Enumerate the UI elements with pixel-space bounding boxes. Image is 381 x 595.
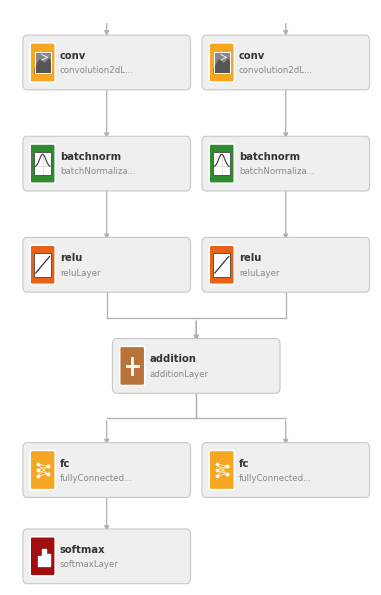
Text: reluLayer: reluLayer — [239, 268, 279, 278]
FancyBboxPatch shape — [34, 152, 51, 176]
FancyBboxPatch shape — [209, 43, 234, 82]
FancyBboxPatch shape — [30, 450, 55, 490]
Text: addition: addition — [149, 355, 196, 364]
Text: batchnorm: batchnorm — [239, 152, 300, 162]
FancyBboxPatch shape — [23, 136, 190, 191]
Text: conv: conv — [239, 51, 265, 61]
Bar — [34, 253, 51, 277]
Text: batchNormaliza...: batchNormaliza... — [60, 167, 135, 177]
Text: conv: conv — [60, 51, 86, 61]
FancyBboxPatch shape — [202, 237, 370, 292]
FancyBboxPatch shape — [30, 537, 55, 576]
Text: fc: fc — [239, 459, 249, 468]
FancyBboxPatch shape — [202, 136, 370, 191]
Text: reluLayer: reluLayer — [60, 268, 100, 278]
FancyBboxPatch shape — [23, 237, 190, 292]
FancyBboxPatch shape — [202, 35, 370, 90]
Text: batchNormaliza...: batchNormaliza... — [239, 167, 314, 177]
FancyBboxPatch shape — [209, 245, 234, 284]
Text: softmaxLayer: softmaxLayer — [60, 560, 119, 569]
FancyBboxPatch shape — [213, 152, 231, 176]
FancyBboxPatch shape — [214, 52, 230, 73]
Text: convolution2dL...: convolution2dL... — [239, 66, 313, 76]
Text: batchnorm: batchnorm — [60, 152, 121, 162]
Bar — [46, 553, 50, 566]
Bar — [42, 549, 46, 566]
FancyBboxPatch shape — [23, 35, 190, 90]
Bar — [213, 253, 231, 277]
FancyBboxPatch shape — [120, 346, 145, 386]
FancyBboxPatch shape — [202, 443, 370, 497]
Bar — [214, 52, 230, 73]
Text: fullyConnected...: fullyConnected... — [239, 474, 312, 483]
Text: convolution2dL...: convolution2dL... — [60, 66, 134, 76]
FancyBboxPatch shape — [30, 245, 55, 284]
FancyBboxPatch shape — [35, 52, 51, 73]
Text: relu: relu — [60, 253, 82, 263]
Text: fullyConnected...: fullyConnected... — [60, 474, 133, 483]
FancyBboxPatch shape — [30, 144, 55, 183]
FancyBboxPatch shape — [209, 144, 234, 183]
FancyBboxPatch shape — [30, 43, 55, 82]
Bar — [213, 152, 231, 176]
Text: softmax: softmax — [60, 545, 106, 555]
Text: relu: relu — [239, 253, 261, 263]
Text: additionLayer: additionLayer — [149, 369, 208, 379]
Text: fc: fc — [60, 459, 70, 468]
FancyBboxPatch shape — [112, 339, 280, 393]
Bar — [35, 52, 51, 73]
Bar — [34, 152, 51, 176]
Bar — [38, 556, 42, 566]
FancyBboxPatch shape — [23, 529, 190, 584]
FancyBboxPatch shape — [213, 253, 231, 277]
FancyBboxPatch shape — [23, 443, 190, 497]
FancyBboxPatch shape — [34, 253, 51, 277]
FancyBboxPatch shape — [209, 450, 234, 490]
